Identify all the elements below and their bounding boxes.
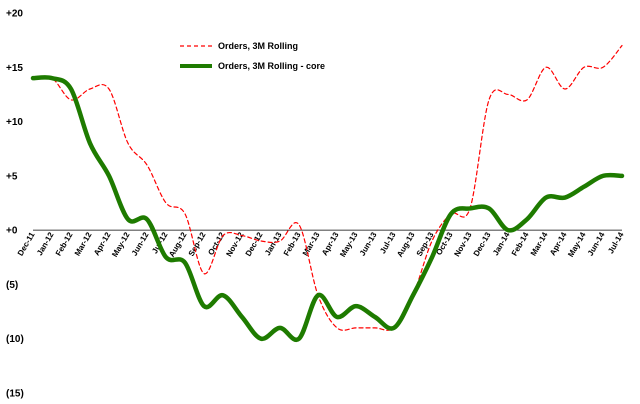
x-tick-label: May-13 xyxy=(338,230,360,258)
series-layer xyxy=(30,44,625,343)
y-tick-label: +5 xyxy=(6,171,18,182)
x-tick-label: May-14 xyxy=(566,230,588,258)
x-tick-label: Dec-11 xyxy=(16,230,37,257)
y-tick-label: +10 xyxy=(6,117,23,128)
x-tick-label: Aug-12 xyxy=(167,230,189,258)
y-tick-label: (15) xyxy=(6,389,24,400)
legend-label: Orders, 3M Rolling xyxy=(218,41,298,51)
x-tick-label: Nov-12 xyxy=(224,230,245,258)
x-tick-label: Dec-12 xyxy=(244,230,265,258)
y-tick-label: +15 xyxy=(6,63,23,74)
x-tick-label: Aug-13 xyxy=(395,230,417,258)
x-axis-ticks: Dec-11Jan-12Feb-12Mar-12Apr-12May-12Jun-… xyxy=(16,230,626,258)
y-tick-label: +0 xyxy=(6,226,18,237)
x-tick-label: Mar-14 xyxy=(529,230,550,257)
y-axis-ticks: +20 +15 +10 +5 +0 (5) (10) (15) xyxy=(6,9,24,400)
x-tick-label: Jul-13 xyxy=(378,230,398,255)
series-line-2 xyxy=(30,75,625,343)
x-tick-label: Jun-14 xyxy=(586,230,607,257)
legend-label: Orders, 3M Rolling - core xyxy=(218,61,325,71)
x-tick-label: Jun-12 xyxy=(130,230,151,257)
y-tick-label: (10) xyxy=(6,334,24,345)
y-tick-label: (5) xyxy=(6,280,18,291)
x-tick-label: Jun-13 xyxy=(358,230,379,257)
x-tick-label: Nov-13 xyxy=(452,230,473,258)
x-tick-label: Dec-13 xyxy=(472,230,493,258)
x-tick-label: Sep-12 xyxy=(187,230,208,258)
legend: Orders, 3M Rolling Orders, 3M Rolling - c… xyxy=(180,41,325,71)
x-tick-label: Mar-12 xyxy=(73,230,94,257)
x-tick-label: May-12 xyxy=(110,230,132,258)
x-tick-label: Jul-14 xyxy=(606,230,626,255)
series-line-1 xyxy=(32,44,623,331)
x-tick-label: Mar-13 xyxy=(301,230,322,257)
y-tick-label: +20 xyxy=(6,9,23,20)
